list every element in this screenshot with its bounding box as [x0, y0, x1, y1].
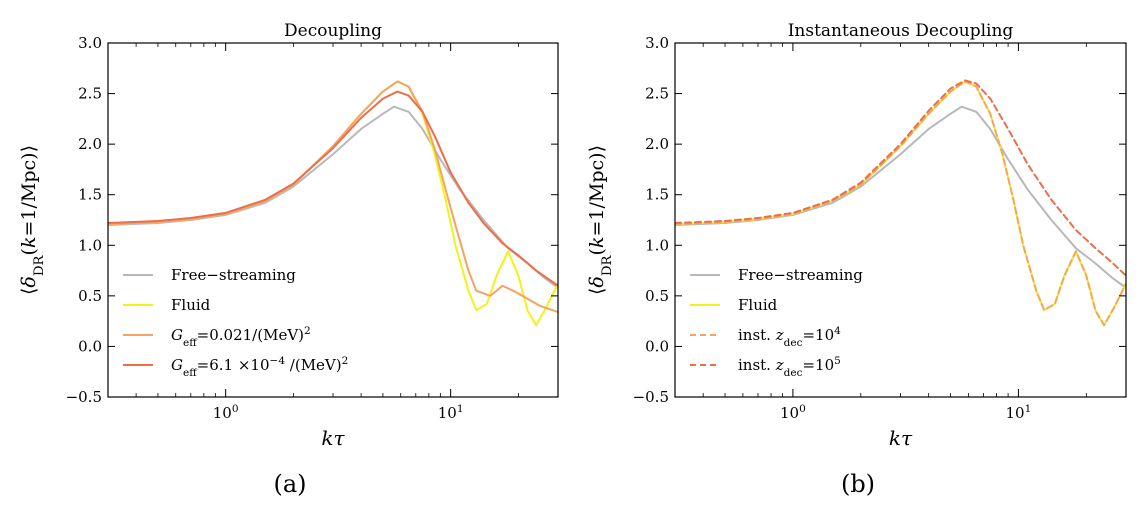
y-tick-label: 1.0 — [645, 236, 669, 254]
y-tick-label: 2.5 — [78, 85, 102, 103]
y-tick-label: 1.5 — [645, 186, 669, 204]
x-tick-label: 101 — [438, 403, 464, 422]
chart-title: Decoupling — [284, 21, 382, 41]
y-tick-label: −0.5 — [633, 388, 669, 406]
series-line-2 — [108, 80, 558, 327]
y-tick-label: 3.0 — [78, 34, 102, 52]
series-line-4 — [108, 90, 558, 287]
legend-label: inst. zdec=104 — [738, 325, 841, 349]
y-axis-label: ⟨δDR(k=1/Mpc)⟩ — [18, 145, 47, 295]
legend-label: Fluid — [171, 296, 211, 314]
y-tick-label: 2.0 — [78, 135, 102, 153]
legend-label: inst. zdec=105 — [738, 355, 841, 379]
y-tick-label: 0.5 — [78, 287, 102, 305]
series-line-4 — [675, 79, 1126, 277]
y-axis-label: ⟨δDR(k=1/Mpc)⟩ — [586, 145, 615, 295]
legend-label: Fluid — [738, 296, 778, 314]
x-axis-label: kτ — [889, 426, 913, 450]
y-tick-label: 0.5 — [645, 287, 669, 305]
x-tick-label: 100 — [780, 403, 806, 422]
chart-panel-b: −0.5 0.0 0.5 1.0 1.5 2.0 2.5 3.0 100 101 Instantan… — [586, 21, 1127, 498]
chart-title: Instantaneous Decoupling — [788, 21, 1014, 41]
chart-panel-a: −0.5 0.0 0.5 1.0 1.5 2.0 2.5 3.0 100 101 Decouplin… — [18, 21, 559, 498]
y-tick-label: 3.0 — [645, 34, 669, 52]
x-tick-label: 101 — [1006, 403, 1032, 422]
y-tick-label: 2.5 — [645, 85, 669, 103]
series-line-1 — [108, 105, 558, 289]
legend: Free−streaming Fluid Geff=0.021/(MeV)2 Geff… — [123, 266, 348, 379]
series-group — [108, 80, 558, 327]
x-tick-label: 100 — [213, 403, 239, 422]
y-tick-label: 1.5 — [78, 186, 102, 204]
x-axis-label: kτ — [321, 426, 345, 450]
legend-label: Geff=6.1 ×10−4 /(MeV)2 — [171, 355, 348, 379]
legend-label: Free−streaming — [171, 266, 296, 284]
legend: Free−streaming Fluid inst. zdec=104 inst. z… — [690, 266, 863, 379]
series-line-3 — [675, 80, 1126, 327]
y-tick-label: 1.0 — [78, 236, 102, 254]
panel-caption: (a) — [273, 470, 306, 498]
panel-caption: (b) — [841, 470, 875, 498]
legend-label: Free−streaming — [738, 266, 863, 284]
series-line-1 — [675, 105, 1126, 289]
series-group — [675, 79, 1126, 327]
legend-label: Geff=0.021/(MeV)2 — [171, 325, 311, 349]
y-tick-label: −0.5 — [66, 388, 102, 406]
y-tick-label: 0.0 — [78, 337, 102, 355]
series-line-2 — [675, 80, 1126, 327]
y-tick-label: 2.0 — [645, 135, 669, 153]
y-tick-label: 0.0 — [645, 337, 669, 355]
